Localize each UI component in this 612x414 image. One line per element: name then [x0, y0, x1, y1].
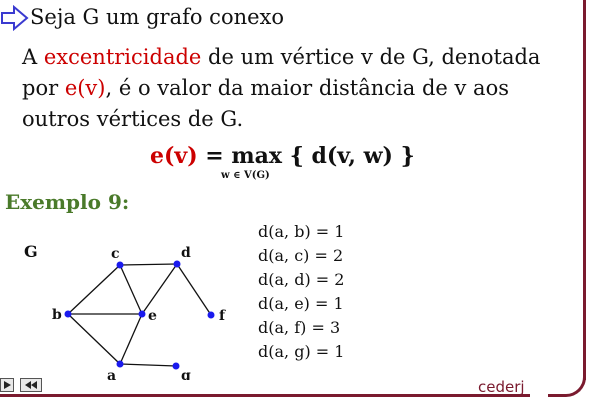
distance-item: d(a, g) = 1: [258, 342, 345, 361]
edge-c-e: [119, 264, 143, 315]
play-icon: [4, 381, 11, 389]
graph-diagram: G a b c d e f g: [24, 242, 226, 380]
frame-right-border: [583, 0, 586, 380]
rewind-icon: [25, 381, 37, 389]
term-excentricidade: excentricidade: [43, 45, 202, 69]
formula-lhs: e(v): [150, 143, 198, 169]
distance-list: d(a, b) = 1 d(a, c) = 2 d(a, d) = 2 d(a,…: [258, 220, 344, 364]
edge-b-a: [67, 313, 121, 365]
edge-d-e: [141, 263, 178, 315]
vertex-e: [138, 310, 146, 318]
label-d: d: [181, 245, 191, 261]
arrow-bullet-icon: [1, 5, 29, 31]
vertex-c: [116, 261, 124, 269]
edge-c-d: [119, 263, 178, 266]
first-slide-button[interactable]: [20, 378, 42, 392]
vertex-f: [207, 311, 215, 319]
formula-rhs: { d(v, w) }: [282, 143, 415, 169]
label-f: f: [219, 308, 226, 324]
example-title: Exemplo 9:: [5, 190, 130, 214]
label-e: e: [148, 308, 157, 324]
distance-item: d(a, b) = 1: [258, 222, 345, 241]
edge-c-b: [67, 264, 121, 315]
formula-subscript: w ∈ V(G): [221, 170, 270, 181]
label-c: c: [111, 246, 120, 262]
brand-logo: cederj: [478, 378, 525, 396]
edge-e-a: [119, 313, 143, 365]
frame-corner: [548, 358, 586, 397]
vertex-d: [173, 260, 181, 268]
formula-max: max: [231, 143, 283, 169]
frame-bottom-border: [0, 394, 530, 397]
definition-paragraph: A excentricidade de um vértice v de G, d…: [22, 45, 541, 131]
edge-a-g: [119, 363, 177, 367]
vertex-a: [116, 360, 124, 368]
label-b: b: [52, 307, 62, 323]
edge-d-f: [176, 263, 212, 316]
label-a: a: [107, 368, 116, 380]
label-g: g: [181, 368, 191, 380]
next-slide-button[interactable]: [0, 378, 14, 392]
eccentricity-formula: e(v) = max { d(v, w) } w ∈ V(G): [150, 143, 415, 181]
distance-item: d(a, d) = 2: [258, 270, 345, 289]
distance-item: d(a, f) = 3: [258, 318, 341, 337]
distance-item: d(a, c) = 2: [258, 246, 344, 265]
distance-item: d(a, e) = 1: [258, 294, 344, 313]
intro-line: Seja G um grafo conexo: [30, 5, 285, 29]
vertex-b: [64, 310, 72, 318]
vertex-g: [172, 362, 180, 370]
graph-name: G: [24, 242, 38, 261]
symbol-ev: e(v): [64, 76, 106, 100]
